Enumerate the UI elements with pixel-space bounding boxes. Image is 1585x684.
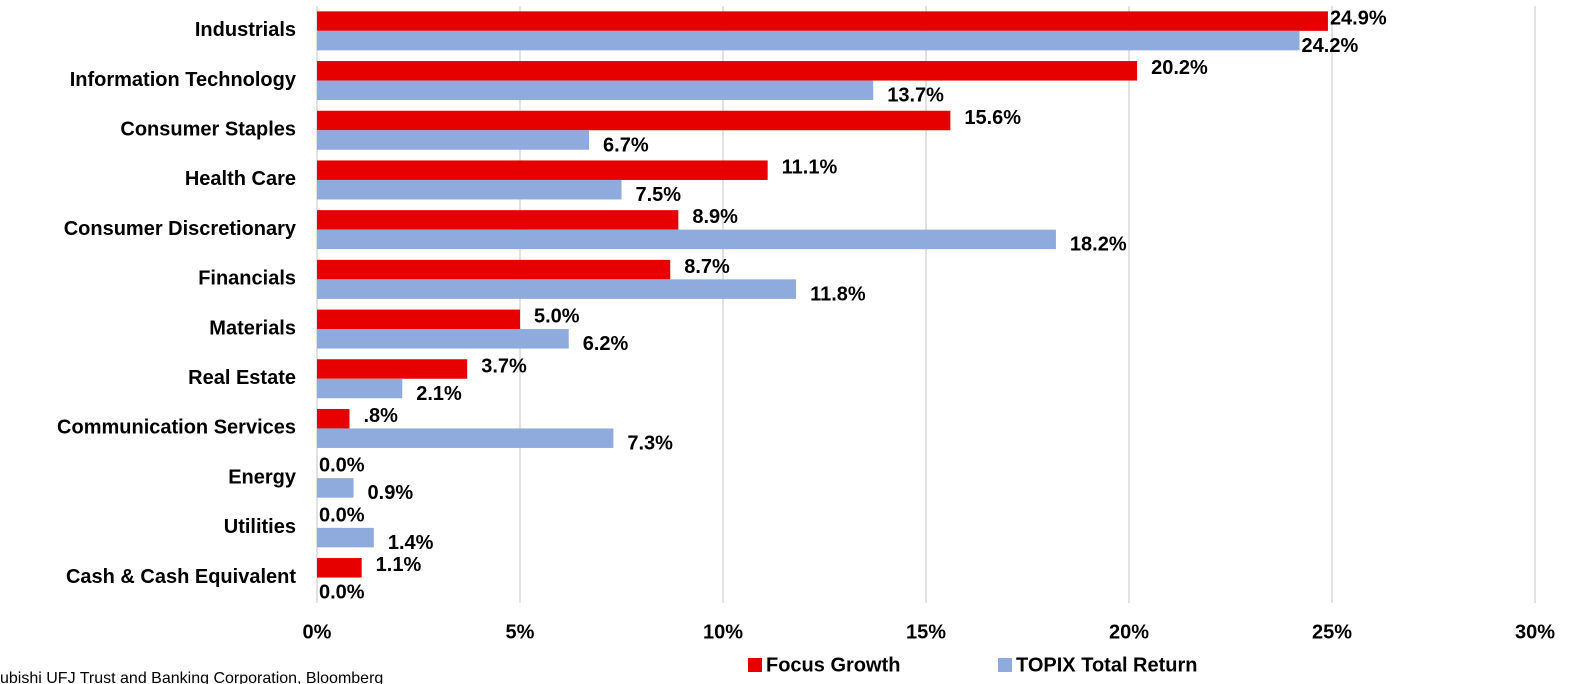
data-label: 1.1%: [376, 554, 422, 576]
bar: [317, 130, 590, 150]
data-label: 13.7%: [887, 85, 944, 107]
bar: [317, 110, 951, 131]
data-label: 0.0%: [319, 582, 365, 604]
data-label: 18.2%: [1070, 234, 1127, 256]
data-label: 11.8%: [810, 283, 866, 305]
x-tick-label: 15%: [906, 621, 946, 643]
data-label: .8%: [363, 405, 398, 427]
x-tick-label: 30%: [1515, 621, 1555, 643]
data-label: 20.2%: [1151, 57, 1208, 79]
y-tick-label: Materials: [209, 317, 296, 339]
bar: [317, 558, 362, 578]
y-tick-label: Health Care: [185, 168, 296, 190]
bar: [317, 259, 671, 280]
x-tick-label: 20%: [1109, 621, 1149, 643]
data-label: 24.9%: [1330, 7, 1387, 29]
bar: [317, 408, 350, 429]
bar: [317, 527, 374, 548]
y-tick-label: Information Technology: [70, 69, 297, 91]
data-label: 0.9%: [368, 482, 414, 504]
data-label: 2.1%: [416, 383, 462, 405]
data-label: 6.7%: [603, 134, 649, 156]
bar: [317, 378, 403, 399]
bar: [317, 179, 622, 200]
data-label: 24.2%: [1302, 35, 1359, 57]
bar: [317, 11, 1328, 31]
data-label: 7.5%: [636, 184, 682, 206]
data-label: 0.0%: [319, 504, 365, 526]
data-label: 6.2%: [583, 333, 629, 355]
bar: [317, 329, 569, 349]
source: ubishi UFJ Trust and Banking Corporation…: [0, 670, 383, 684]
bar: [317, 359, 468, 379]
y-tick-label: Financials: [198, 268, 296, 290]
data-label: 7.3%: [627, 432, 673, 454]
y-tick-label: Utilities: [224, 516, 296, 538]
bar: [317, 61, 1138, 81]
data-label: 8.7%: [684, 256, 730, 278]
bar: [317, 80, 874, 101]
y-tick-label: Cash & Cash Equivalent: [66, 566, 296, 588]
y-tick-label: Communication Services: [57, 417, 296, 439]
x-tick-label: 5%: [506, 621, 535, 643]
y-tick-label: Consumer Staples: [120, 119, 296, 141]
bar: [317, 279, 797, 299]
bar: [317, 229, 1056, 250]
y-tick-label: Energy: [228, 466, 297, 488]
bar: [317, 478, 354, 498]
legend-label: TOPIX Total Return: [1016, 654, 1198, 676]
data-label: 3.7%: [481, 355, 527, 377]
y-tick-label: Industrials: [195, 19, 296, 41]
x-tick-label: 0%: [303, 621, 332, 643]
bar: [317, 160, 768, 180]
y-tick-label: Consumer Discretionary: [64, 218, 297, 240]
legend-label: Focus Growth: [766, 654, 900, 676]
data-label: 0.0%: [319, 455, 365, 477]
bar: [317, 428, 614, 448]
data-label: 5.0%: [534, 306, 580, 328]
x-tick-label: 10%: [703, 621, 743, 643]
data-label: 1.4%: [388, 532, 434, 554]
y-tick-label: Real Estate: [188, 367, 296, 389]
data-label: 11.1%: [782, 156, 838, 178]
data-label: 15.6%: [964, 107, 1021, 129]
legend-swatch: [748, 658, 762, 672]
bar: [317, 210, 679, 230]
x-tick-label: 25%: [1312, 621, 1352, 643]
data-label: 8.9%: [692, 206, 738, 228]
legend-swatch: [998, 658, 1012, 672]
bar: [317, 309, 520, 330]
bar: [317, 30, 1300, 51]
